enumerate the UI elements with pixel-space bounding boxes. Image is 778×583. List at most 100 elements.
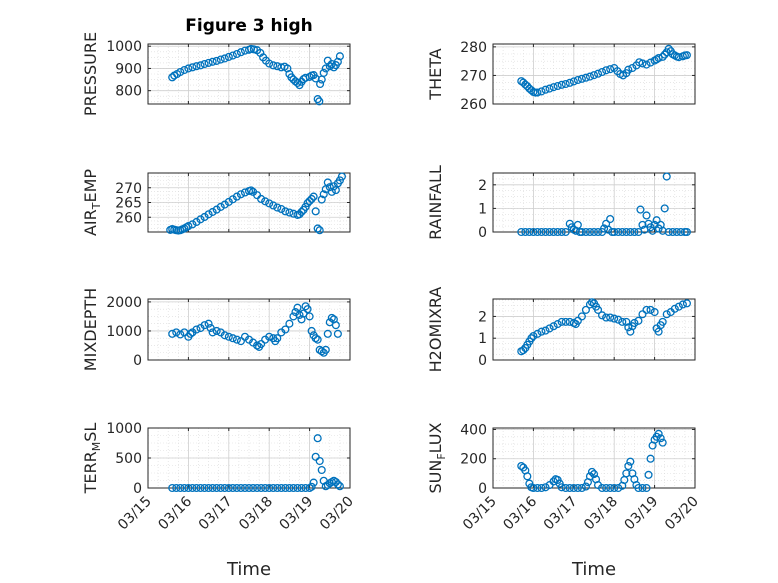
data-point	[541, 227, 550, 237]
data-point	[652, 216, 661, 225]
data-point	[593, 69, 603, 78]
y-label-main: MIXDEPTH	[81, 288, 100, 371]
data-point	[285, 483, 294, 493]
data-point	[220, 54, 229, 63]
data-point	[297, 207, 306, 216]
data-point	[624, 323, 633, 332]
data-point	[577, 483, 586, 493]
data-point	[269, 483, 278, 493]
data-point	[303, 199, 312, 208]
data-point	[624, 65, 633, 74]
data-point	[654, 53, 663, 63]
data-point	[232, 335, 241, 344]
data-point	[598, 483, 607, 493]
axes-box	[147, 298, 351, 361]
data-point	[212, 483, 221, 493]
data-point	[557, 227, 566, 237]
data-point	[529, 331, 538, 341]
data-point	[277, 483, 286, 493]
data-point	[319, 190, 328, 199]
data-point	[521, 227, 530, 237]
data-point	[525, 227, 534, 237]
data-point	[249, 45, 258, 54]
data-point	[329, 63, 338, 72]
data-point	[581, 227, 590, 237]
data-point	[577, 312, 586, 321]
y-tick-label: 1	[478, 331, 487, 347]
y-label-main: SUN	[426, 460, 445, 494]
data-point	[204, 319, 213, 328]
data-point	[313, 335, 322, 344]
data-point	[644, 470, 653, 479]
data-point	[662, 310, 671, 319]
data-point	[581, 305, 590, 314]
axes-box	[492, 43, 696, 105]
data-point	[656, 434, 665, 443]
data-point	[295, 210, 304, 219]
data-point	[257, 483, 266, 493]
data-point	[658, 438, 667, 447]
data-point	[196, 215, 205, 224]
data-point	[660, 204, 669, 213]
data-point	[523, 472, 532, 481]
y-tick-label: 0	[478, 481, 487, 497]
data-point	[573, 75, 582, 85]
data-point	[602, 313, 611, 322]
data-point	[224, 52, 233, 61]
data-point	[662, 172, 671, 181]
data-point	[642, 483, 651, 493]
data-point	[313, 224, 322, 233]
data-point	[626, 227, 635, 237]
data-point	[606, 65, 615, 74]
grid-sun_flux	[492, 428, 696, 489]
data-point	[204, 58, 213, 67]
data-point	[589, 71, 599, 80]
data-point	[581, 73, 590, 82]
data-point	[529, 483, 538, 493]
data-point	[295, 310, 304, 320]
y-tick-label: 900	[115, 61, 142, 77]
data-point	[208, 328, 217, 337]
y-axis-label: PRESSURE	[81, 32, 100, 116]
data-point	[277, 204, 286, 214]
data-point	[236, 337, 245, 346]
y-label-tail: LUX	[426, 422, 445, 453]
data-point	[602, 483, 611, 493]
y-tick-label: 800	[115, 84, 142, 100]
data-point	[311, 207, 320, 216]
y-axis-label: MIXDEPTH	[81, 288, 100, 371]
y-label-main: THETA	[426, 48, 445, 100]
data-point	[630, 318, 639, 328]
data-point	[204, 210, 213, 219]
data-point	[537, 327, 546, 336]
data-point	[602, 66, 611, 75]
y-tick-label: 2	[478, 309, 487, 325]
series-air_temp	[166, 172, 346, 235]
data-point	[323, 178, 332, 187]
data-point	[285, 208, 294, 217]
data-point	[305, 196, 314, 206]
data-point	[184, 483, 193, 493]
data-point	[297, 483, 306, 493]
x-axis-label: Time	[571, 559, 616, 580]
data-point	[317, 347, 326, 356]
subplot-h2omixra: 0 1 2 H2OMIXRA	[426, 287, 696, 372]
data-point	[317, 465, 326, 475]
data-point	[293, 303, 302, 312]
data-point	[309, 192, 318, 201]
data-point	[331, 321, 340, 330]
data-point	[664, 44, 673, 53]
data-point	[321, 345, 330, 354]
data-point	[220, 331, 229, 340]
data-point	[172, 328, 181, 337]
data-point	[585, 227, 595, 237]
data-point	[220, 200, 229, 209]
data-point	[561, 317, 570, 326]
data-point	[646, 58, 655, 67]
data-point	[228, 483, 237, 493]
data-point	[285, 319, 294, 328]
data-point	[517, 461, 526, 471]
y-tick-label: 260	[460, 97, 487, 113]
data-point	[335, 52, 344, 61]
data-point	[573, 316, 582, 325]
